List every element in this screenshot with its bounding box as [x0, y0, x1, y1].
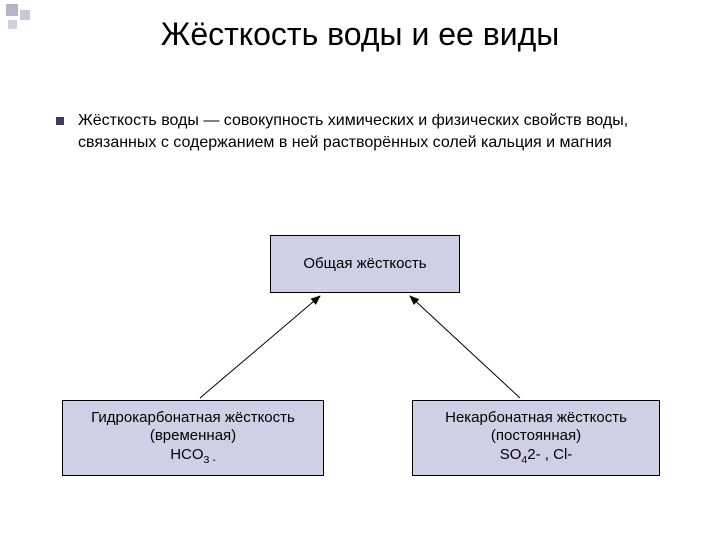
- bullet-row: Жёсткость воды — совокупность химических…: [56, 110, 680, 153]
- node-root: Общая жёсткость: [270, 235, 460, 293]
- node-right-formula-pre: SO: [500, 446, 522, 463]
- arrow-left: [200, 296, 320, 398]
- node-left-formula-sub: 3 -: [204, 454, 216, 466]
- node-right-line3: SO42- , Cl-: [500, 446, 573, 467]
- node-left: Гидрокарбонатная жёсткость (временная) H…: [62, 400, 324, 476]
- definition-block: Жёсткость воды — совокупность химических…: [56, 110, 680, 153]
- arrow-right: [410, 296, 520, 398]
- node-right-formula-post: 2- , Cl-: [527, 446, 572, 463]
- node-left-line1: Гидрокарбонатная жёсткость: [91, 409, 295, 428]
- page-title: Жёсткость воды и ее виды: [0, 16, 720, 53]
- node-right-line2: (постоянная): [491, 427, 581, 446]
- node-left-formula-pre: HCO: [170, 446, 203, 463]
- deco-sq-1: [6, 4, 18, 16]
- bullet-icon: [56, 117, 64, 125]
- node-root-label: Общая жёсткость: [303, 255, 426, 274]
- node-right-line1: Некарбонатная жёсткость: [445, 409, 627, 428]
- node-left-line3: HCO3 -: [170, 446, 216, 467]
- node-left-line2: (временная): [150, 427, 236, 446]
- definition-text: Жёсткость воды — совокупность химических…: [78, 110, 680, 153]
- node-right: Некарбонатная жёсткость (постоянная) SO4…: [412, 400, 660, 476]
